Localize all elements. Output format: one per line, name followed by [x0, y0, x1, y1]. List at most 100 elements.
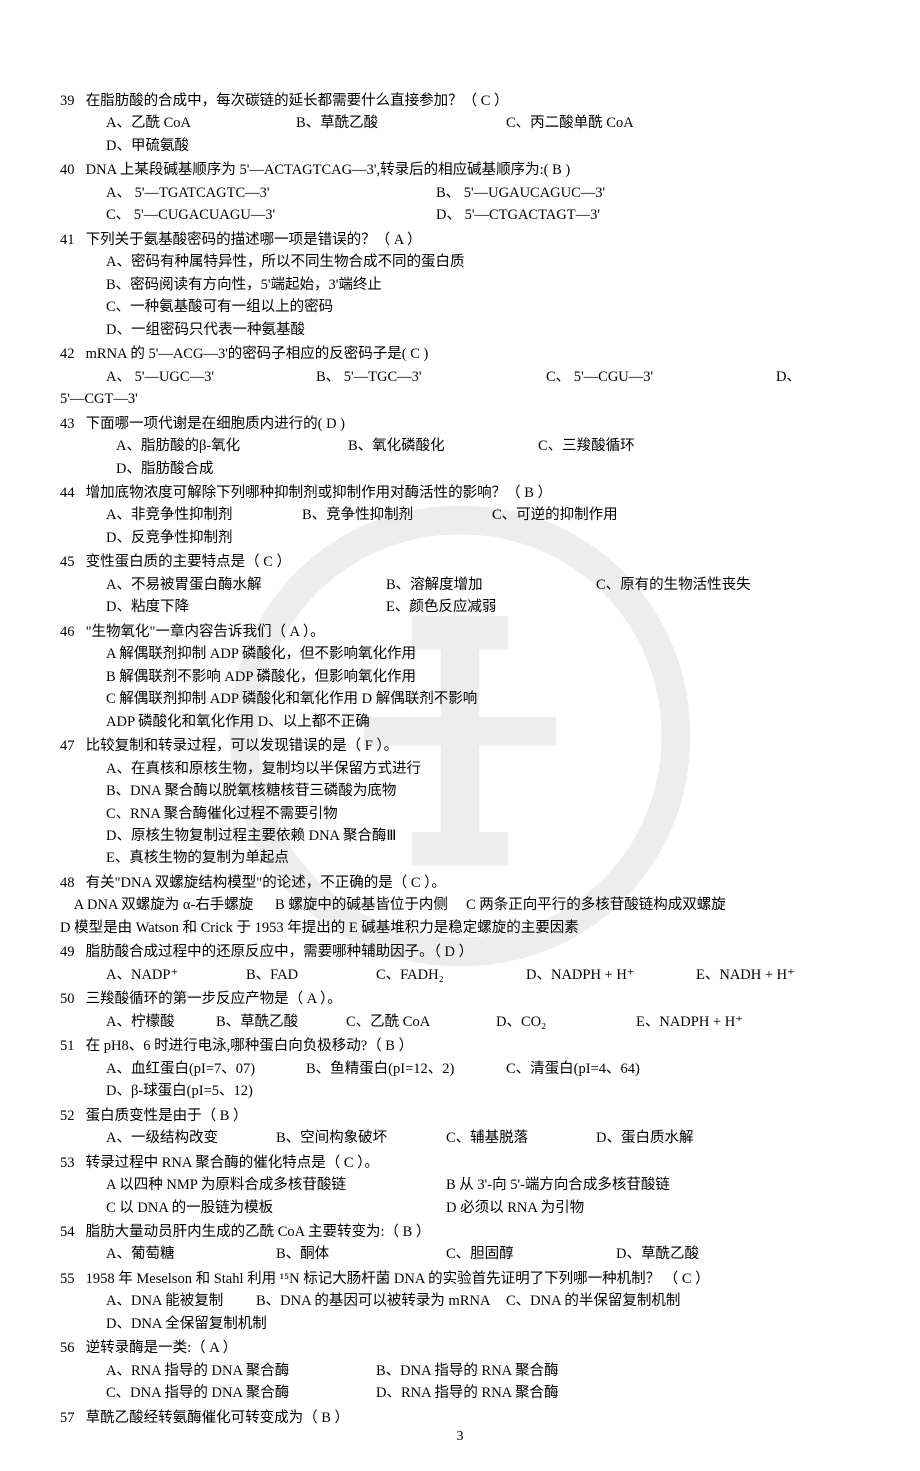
option: C、DNA 指导的 DNA 聚合酶	[106, 1382, 376, 1404]
stem-text: 下列关于氨基酸密码的描述哪一项是错误的？（ A ）	[82, 232, 422, 248]
option: A、乙酰 CoA	[106, 112, 296, 134]
options-row: C 解偶联剂抑制 ADP 磷酸化和氧化作用 D 解偶联剂不影响 ADP 磷酸化和…	[60, 688, 860, 733]
option: B、鱼精蛋白(pI=12、2)	[306, 1058, 506, 1080]
option-free-line: A DNA 双螺旋为 α-右手螺旋 B 螺旋中的碱基皆位于内侧 C 两条正向平行…	[60, 894, 860, 916]
question-41: 41 下列关于氨基酸密码的描述哪一项是错误的？（ A ） A、密码有种属特异性，所…	[60, 229, 860, 341]
options-row: A、乙酰 CoAB、草酰乙酸C、丙二酸单酰 CoAD、甲硫氨酸	[60, 112, 860, 157]
option: A、非竞争性抑制剂	[106, 504, 302, 526]
option: D、草酰乙酸	[616, 1243, 766, 1265]
question-number: 55	[60, 1268, 82, 1290]
question-44: 44 增加底物浓度可解除下列哪种抑制剂或抑制作用对酶活性的影响？（ B ）A、非…	[60, 482, 860, 549]
option: D、	[776, 366, 836, 388]
option: E、NADH + H⁺	[696, 964, 856, 986]
question-stem: 40 DNA 上某段碱基顺序为 5'―ACTAGTCAG―3',转录后的相应碱基…	[60, 159, 860, 181]
option: D、原核生物复制过程主要依赖 DNA 聚合酶Ⅲ	[106, 825, 506, 847]
question-number: 44	[60, 482, 82, 504]
option: C、三羧酸循环	[538, 435, 736, 457]
option: C、原有的生物活性丧失	[596, 574, 816, 596]
stem-text: mRNA 的 5'―ACG―3'的密码子相应的反密码子是( C )	[82, 346, 428, 362]
question-57: 57 草酰乙酸经转氨酶催化可转变成为（ B ）	[60, 1407, 860, 1429]
options-row: A、血红蛋白(pI=7、07)B、鱼精蛋白(pI=12、2)C、清蛋白(pI=4…	[60, 1058, 860, 1103]
option: D、甲硫氨酸	[106, 135, 236, 157]
question-52: 52 蛋白质变性是由于（ B ）A、一级结构改变B、空间构象破坏C、辅基脱落D、…	[60, 1105, 860, 1150]
option-line: A、密码有种属特异性，所以不同生物合成不同的蛋白质	[60, 251, 860, 273]
option-line: C、一种氨基酸可有一组以上的密码	[60, 296, 860, 318]
option: A、不易被胃蛋白酶水解	[106, 574, 386, 596]
option: C 以 DNA 的一股链为模板	[106, 1197, 446, 1219]
options-row: A、 5'―TGATCAGTC―3'B、 5'―UGAUCAGUC―3'	[60, 182, 860, 204]
option: D、反竞争性抑制剂	[106, 527, 276, 549]
option: C、胆固醇	[446, 1243, 616, 1265]
question-43: 43 下面哪一项代谢是在细胞质内进行的( D )A、脂肪酸的β-氧化B、氧化磷酸…	[60, 413, 860, 480]
question-53: 53 转录过程中 RNA 聚合酶的催化特点是（ C ）。A 以四种 NMP 为原…	[60, 1152, 860, 1219]
options-row: A、一级结构改变B、空间构象破坏C、辅基脱落D、蛋白质水解	[60, 1127, 860, 1149]
option: C、 5'―CGU―3'	[546, 366, 776, 388]
option: A、NADP⁺	[106, 964, 246, 986]
question-47: 47 比较复制和转录过程，可以发现错误的是（ F ）。 A、在真核和原核生物，复制…	[60, 735, 860, 870]
option: D、NADPH + H⁺	[526, 964, 696, 986]
question-stem: 56 逆转录酶是一类:（ A ）	[60, 1337, 860, 1359]
options-row: C、 5'―CUGACUAGU―3'D、 5'―CTGACTAGT―3'	[60, 204, 860, 226]
options-row: A、非竞争性抑制剂B、竞争性抑制剂C、可逆的抑制作用D、反竞争性抑制剂	[60, 504, 860, 549]
stem-text: 有关"DNA 双螺旋结构模型"的论述，不正确的是（ C ）。	[82, 875, 446, 891]
options-row: A 以四种 NMP 为原料合成多核苷酸链B 从 3'-向 5'-端方向合成多核苷…	[60, 1174, 860, 1196]
option: B、 5'―TGC―3'	[316, 366, 546, 388]
option: D 必须以 RNA 为引物	[446, 1197, 786, 1219]
question-number: 46	[60, 621, 82, 643]
question-number: 45	[60, 551, 82, 573]
stem-text: 比较复制和转录过程，可以发现错误的是（ F ）。	[82, 738, 398, 754]
stem-text: 脂肪酸合成过程中的还原反应中，需要哪种辅助因子。（ D ）	[82, 944, 473, 960]
stem-text: 在脂肪酸的合成中，每次碳链的延长都需要什么直接参加？（ C ）	[82, 93, 509, 109]
options-row: D、粘度下降E、颜色反应减弱	[60, 596, 860, 618]
option: A、RNA 指导的 DNA 聚合酶	[106, 1360, 376, 1382]
question-stem: 46 "生物氧化"一章内容告诉我们（ A ）。	[60, 621, 860, 643]
option: B、氧化磷酸化	[348, 435, 538, 457]
options-row: C、DNA 指导的 DNA 聚合酶D、RNA 指导的 RNA 聚合酶	[60, 1382, 860, 1404]
question-number: 57	[60, 1407, 82, 1429]
option: B、溶解度增加	[386, 574, 596, 596]
question-number: 50	[60, 988, 82, 1010]
question-number: 53	[60, 1152, 82, 1174]
options-row: E、真核生物的复制为单起点	[60, 847, 860, 869]
option: C、辅基脱落	[446, 1127, 596, 1149]
question-number: 51	[60, 1035, 82, 1057]
option: A、脂肪酸的β-氧化	[116, 435, 348, 457]
question-number: 48	[60, 872, 82, 894]
question-46: 46 "生物氧化"一章内容告诉我们（ A ）。A 解偶联剂抑制 ADP 磷酸化，…	[60, 621, 860, 733]
option: A、在真核和原核生物，复制均以半保留方式进行	[106, 758, 486, 780]
option: B、草酰乙酸	[296, 112, 506, 134]
option: B、FAD	[246, 964, 376, 986]
stem-text: 变性蛋白质的主要特点是（ C ）	[82, 554, 291, 570]
question-stem: 53 转录过程中 RNA 聚合酶的催化特点是（ C ）。	[60, 1152, 860, 1174]
option: E、真核生物的复制为单起点	[106, 847, 486, 869]
question-stem: 57 草酰乙酸经转氨酶催化可转变成为（ B ）	[60, 1407, 860, 1429]
option: B 从 3'-向 5'-端方向合成多核苷酸链	[446, 1174, 786, 1196]
stem-text: 转录过程中 RNA 聚合酶的催化特点是（ C ）。	[82, 1155, 379, 1171]
question-42: 42 mRNA 的 5'―ACG―3'的密码子相应的反密码子是( C )A、 5…	[60, 343, 860, 410]
option: E、颜色反应减弱	[386, 596, 596, 618]
question-stem: 52 蛋白质变性是由于（ B ）	[60, 1105, 860, 1127]
options-row: C 以 DNA 的一股链为模板D 必须以 RNA 为引物	[60, 1197, 860, 1219]
stem-text: 逆转录酶是一类:（ A ）	[82, 1340, 237, 1356]
question-48: 48 有关"DNA 双螺旋结构模型"的论述，不正确的是（ C ）。 A DNA …	[60, 872, 860, 939]
question-number: 41	[60, 229, 82, 251]
option: C、FADH₂	[376, 964, 526, 986]
question-number: 52	[60, 1105, 82, 1127]
option-line: B、密码阅读有方向性，5'端起始，3'端终止	[60, 274, 860, 296]
option: A 解偶联剂抑制 ADP 磷酸化，但不影响氧化作用	[106, 643, 506, 665]
option: D、β-球蛋白(pI=5、12)	[106, 1080, 296, 1102]
options-row: A、NADP⁺B、FADC、FADH₂D、NADPH + H⁺E、NADH + …	[60, 964, 860, 986]
question-number: 40	[60, 159, 82, 181]
option: D、粘度下降	[106, 596, 386, 618]
question-stem: 49 脂肪酸合成过程中的还原反应中，需要哪种辅助因子。（ D ）	[60, 941, 860, 963]
question-number: 54	[60, 1221, 82, 1243]
options-row: A、DNA 能被复制B、DNA 的基因可以被转录为 mRNAC、DNA 的半保留…	[60, 1290, 860, 1335]
stem-text: 1958 年 Meselson 和 Stahl 利用 ¹⁵N 标记大肠杆菌 DN…	[82, 1271, 710, 1287]
option: A、柠檬酸	[106, 1011, 216, 1033]
option: D、蛋白质水解	[596, 1127, 746, 1149]
option: B 解偶联剂不影响 ADP 磷酸化，但影响氧化作用	[106, 666, 506, 688]
option: D、脂肪酸合成	[116, 458, 256, 480]
question-number: 47	[60, 735, 82, 757]
question-stem: 39 在脂肪酸的合成中，每次碳链的延长都需要什么直接参加？（ C ）	[60, 90, 860, 112]
option: C、乙酰 CoA	[346, 1011, 496, 1033]
